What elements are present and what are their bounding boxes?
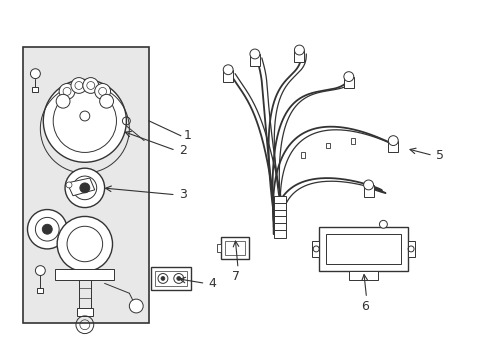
Bar bbox=[273, 196, 285, 204]
Bar bbox=[32, 87, 38, 93]
Bar bbox=[301, 152, 305, 158]
Bar bbox=[155, 271, 186, 286]
Circle shape bbox=[223, 65, 233, 75]
Bar bbox=[223, 70, 233, 82]
Text: 2: 2 bbox=[179, 144, 186, 157]
Bar bbox=[273, 203, 285, 211]
Text: 5: 5 bbox=[435, 149, 443, 162]
Circle shape bbox=[363, 180, 373, 190]
Circle shape bbox=[100, 94, 113, 108]
Circle shape bbox=[177, 276, 181, 280]
Circle shape bbox=[387, 136, 397, 145]
Bar bbox=[273, 230, 285, 238]
Bar bbox=[273, 210, 285, 217]
Bar bbox=[273, 216, 285, 224]
Bar bbox=[363, 185, 373, 197]
Text: 6: 6 bbox=[360, 300, 368, 312]
Bar bbox=[348, 271, 378, 280]
Bar bbox=[350, 138, 354, 144]
Circle shape bbox=[59, 84, 75, 99]
Circle shape bbox=[57, 216, 112, 271]
Circle shape bbox=[66, 182, 72, 188]
Circle shape bbox=[30, 69, 41, 78]
Bar bbox=[77, 308, 93, 316]
Bar bbox=[325, 143, 329, 148]
Bar bbox=[325, 234, 400, 264]
Circle shape bbox=[35, 266, 45, 275]
Circle shape bbox=[80, 183, 90, 193]
Circle shape bbox=[71, 78, 87, 93]
Bar bbox=[55, 269, 114, 280]
Bar bbox=[221, 237, 248, 259]
Bar bbox=[319, 227, 407, 271]
Circle shape bbox=[56, 94, 70, 108]
Bar bbox=[22, 47, 149, 323]
Bar bbox=[343, 77, 353, 89]
Bar bbox=[273, 223, 285, 231]
Circle shape bbox=[82, 78, 99, 93]
Bar bbox=[387, 141, 397, 152]
Bar bbox=[217, 244, 221, 252]
Circle shape bbox=[249, 49, 259, 59]
Circle shape bbox=[129, 299, 143, 313]
Circle shape bbox=[42, 224, 52, 234]
Bar bbox=[311, 241, 319, 257]
Text: 7: 7 bbox=[232, 270, 240, 283]
Circle shape bbox=[161, 276, 164, 280]
Polygon shape bbox=[67, 178, 95, 196]
Circle shape bbox=[65, 168, 104, 208]
Circle shape bbox=[27, 210, 67, 249]
Bar bbox=[249, 54, 259, 66]
Text: 1: 1 bbox=[183, 129, 191, 142]
Circle shape bbox=[95, 84, 110, 99]
Circle shape bbox=[294, 45, 304, 55]
Bar bbox=[151, 267, 190, 290]
Circle shape bbox=[379, 220, 386, 228]
Text: 4: 4 bbox=[208, 277, 216, 290]
Bar bbox=[407, 241, 414, 257]
Bar bbox=[225, 241, 244, 255]
Bar bbox=[294, 50, 304, 62]
Circle shape bbox=[343, 72, 353, 82]
Bar bbox=[37, 288, 43, 293]
Circle shape bbox=[80, 111, 90, 121]
Text: 3: 3 bbox=[179, 188, 186, 201]
Circle shape bbox=[43, 80, 126, 162]
